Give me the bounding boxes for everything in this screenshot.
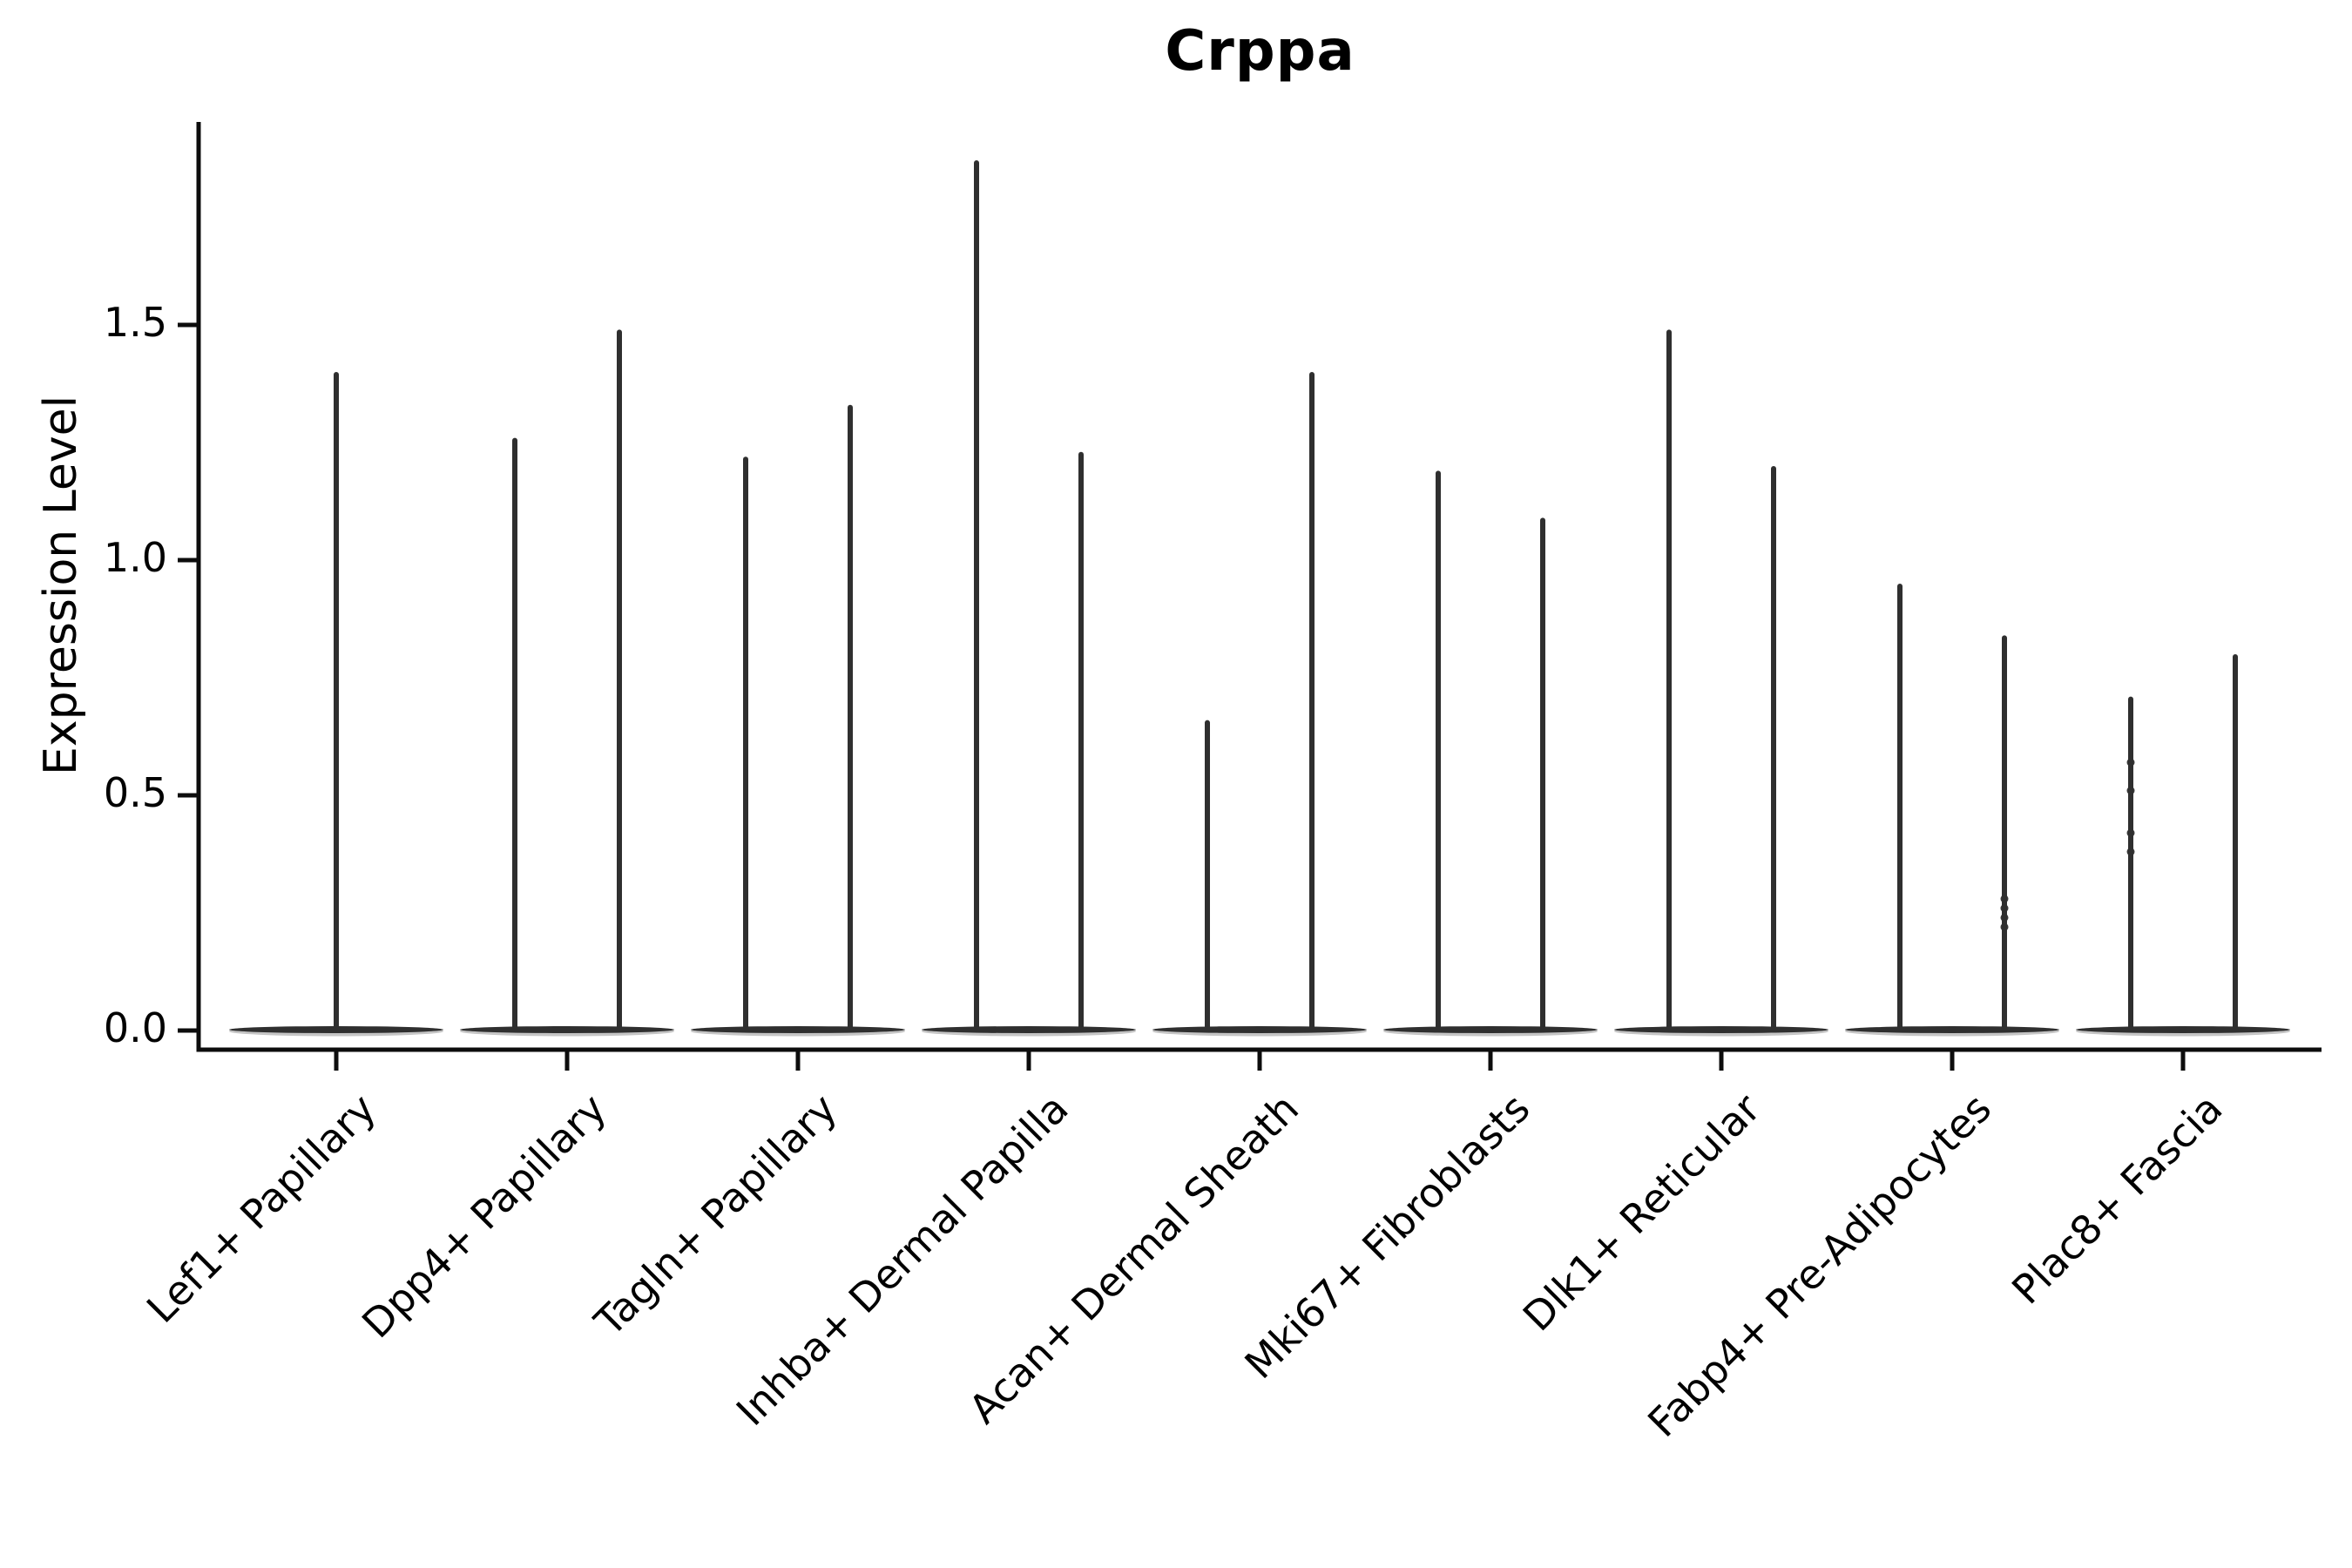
y-tick-label: 1.0 [103, 534, 167, 581]
violin-base [229, 1026, 443, 1033]
cell-point [2000, 904, 2009, 913]
violin-base [922, 1026, 1136, 1033]
y-tick-label: 1.5 [103, 299, 167, 346]
cell-point [2126, 787, 2135, 795]
violin-base [1845, 1026, 2059, 1033]
violin-base [460, 1026, 674, 1033]
cell-point [2126, 758, 2135, 767]
cell-point [2126, 828, 2135, 837]
cell-point [2000, 895, 2009, 903]
y-tick-label: 0.0 [103, 1004, 167, 1051]
chart-title: Crppa [1165, 19, 1355, 84]
cell-point [2126, 848, 2135, 856]
violin-base [1614, 1026, 1828, 1033]
y-tick-label: 0.5 [103, 769, 167, 816]
violin-base [1152, 1026, 1367, 1033]
violin-base [1383, 1026, 1598, 1033]
cell-point [2000, 913, 2009, 922]
cell-point [2000, 923, 2009, 931]
y-axis-label: Expression Level [35, 395, 87, 776]
violin-base [2076, 1026, 2290, 1033]
violin-base [691, 1026, 905, 1033]
